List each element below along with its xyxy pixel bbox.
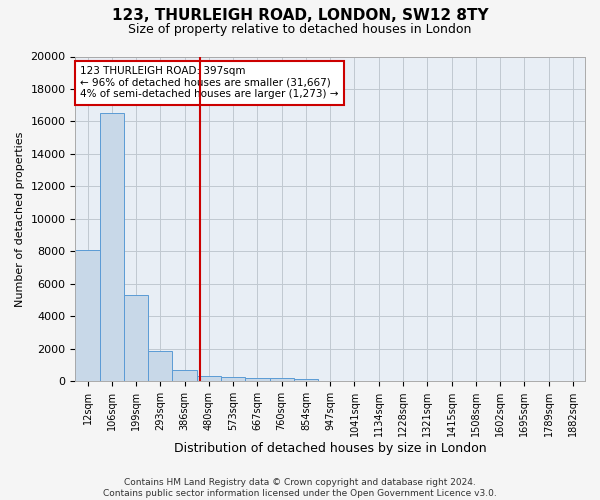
X-axis label: Distribution of detached houses by size in London: Distribution of detached houses by size … [174, 442, 487, 455]
Y-axis label: Number of detached properties: Number of detached properties [15, 131, 25, 306]
Bar [221, 378, 245, 381]
Text: 123, THURLEIGH ROAD, LONDON, SW12 8TY: 123, THURLEIGH ROAD, LONDON, SW12 8TY [112, 8, 488, 22]
Bar [124, 295, 148, 381]
Bar [76, 250, 100, 381]
Bar [245, 378, 269, 381]
Bar [148, 351, 172, 381]
Bar [197, 376, 221, 381]
Bar [269, 378, 294, 381]
Bar [100, 114, 124, 381]
Bar [172, 370, 197, 381]
Text: Size of property relative to detached houses in London: Size of property relative to detached ho… [128, 22, 472, 36]
Bar [294, 378, 318, 381]
Text: Contains HM Land Registry data © Crown copyright and database right 2024.
Contai: Contains HM Land Registry data © Crown c… [103, 478, 497, 498]
Text: 123 THURLEIGH ROAD: 397sqm
← 96% of detached houses are smaller (31,667)
4% of s: 123 THURLEIGH ROAD: 397sqm ← 96% of deta… [80, 66, 339, 100]
